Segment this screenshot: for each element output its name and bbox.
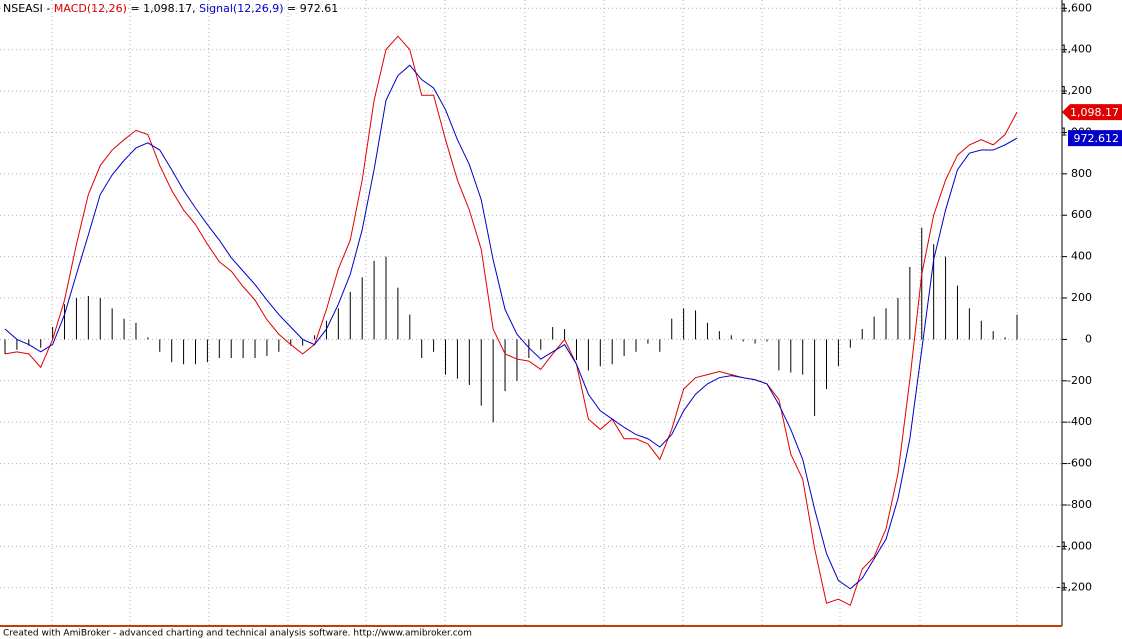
grid-layer xyxy=(0,0,1062,625)
y-tick-label: -800 xyxy=(1067,498,1092,511)
y-tick-label: 1,600 xyxy=(1061,1,1093,14)
y-tick-label: 600 xyxy=(1071,208,1092,221)
chart-title: NSEASI - MACD(12,26) = 1,098.17, Signal(… xyxy=(3,2,342,15)
legend-entry: Signal(12,26,9) xyxy=(199,2,283,15)
footer: Created with AmiBroker - advanced charti… xyxy=(3,629,472,639)
y-tick-label: 400 xyxy=(1071,250,1092,263)
y-tick-label: 1,200 xyxy=(1061,84,1093,97)
value-tag-label: 1,098.17 xyxy=(1070,106,1119,119)
y-tick-label: 800 xyxy=(1071,167,1092,180)
value-tag xyxy=(1062,104,1122,121)
value-tag xyxy=(1068,130,1122,147)
y-tick-label: -400 xyxy=(1067,415,1092,428)
line-layer xyxy=(4,35,1018,607)
series-line xyxy=(4,64,1018,590)
title-text: NSEASI - xyxy=(3,2,50,15)
legend-value: = 1,098.17, xyxy=(130,2,195,15)
y-tick-label: 0 xyxy=(1085,332,1092,345)
legend-value: = 972.61 xyxy=(287,2,338,15)
y-tick-label: 200 xyxy=(1071,291,1092,304)
y-tick-label: -1,000 xyxy=(1057,539,1092,552)
histogram-layer xyxy=(4,227,1018,423)
y-tick-label: -200 xyxy=(1067,374,1092,387)
series-line xyxy=(4,35,1018,607)
y-tick-label: -600 xyxy=(1067,457,1092,470)
legend-entry: MACD(12,26) xyxy=(54,2,127,15)
y-tick-label: -1,200 xyxy=(1057,581,1092,594)
axis-layer: -1,200 -1,000 -800 -600 -400 -200 0 200 400 600 80… xyxy=(1057,1,1122,594)
y-tick-label: 1,400 xyxy=(1061,43,1093,56)
value-tag-label: 972.612 xyxy=(1074,132,1120,145)
